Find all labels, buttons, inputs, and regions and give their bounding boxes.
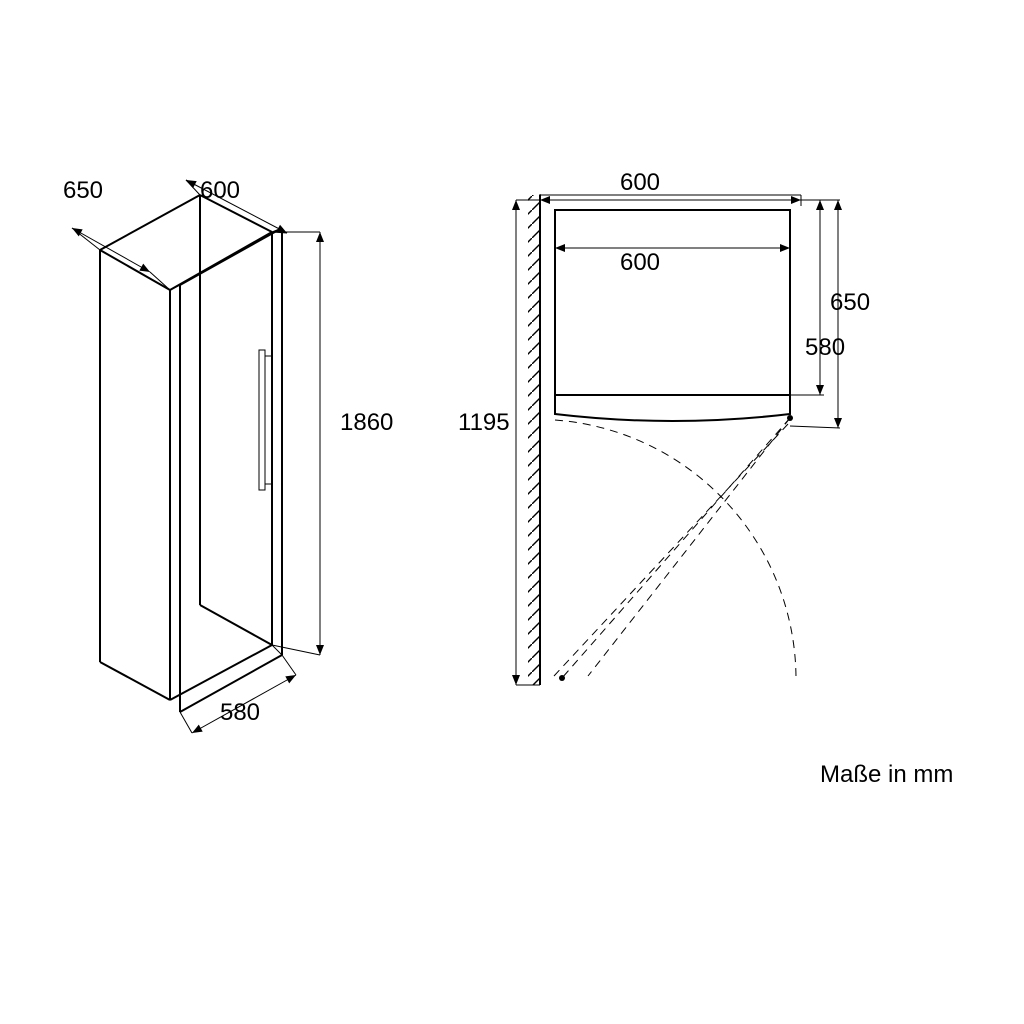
svg-text:580: 580 — [805, 334, 845, 361]
svg-text:600: 600 — [200, 177, 240, 204]
front-elevation: 650 600 580 1860 — [63, 177, 393, 733]
svg-text:1195: 1195 — [458, 409, 510, 436]
svg-text:1860: 1860 — [340, 409, 393, 436]
svg-text:600: 600 — [620, 169, 660, 196]
svg-text:600: 600 — [620, 249, 660, 276]
svg-text:650: 650 — [63, 177, 103, 204]
plan-view: 600 600 1195 650 580 — [458, 169, 870, 685]
units-caption: Maße in mm — [820, 761, 953, 788]
svg-text:580: 580 — [220, 699, 260, 726]
technical-drawing: 650 600 580 1860 600 600 1195 650 580 Maße in m… — [0, 0, 1024, 1024]
svg-text:650: 650 — [830, 289, 870, 316]
